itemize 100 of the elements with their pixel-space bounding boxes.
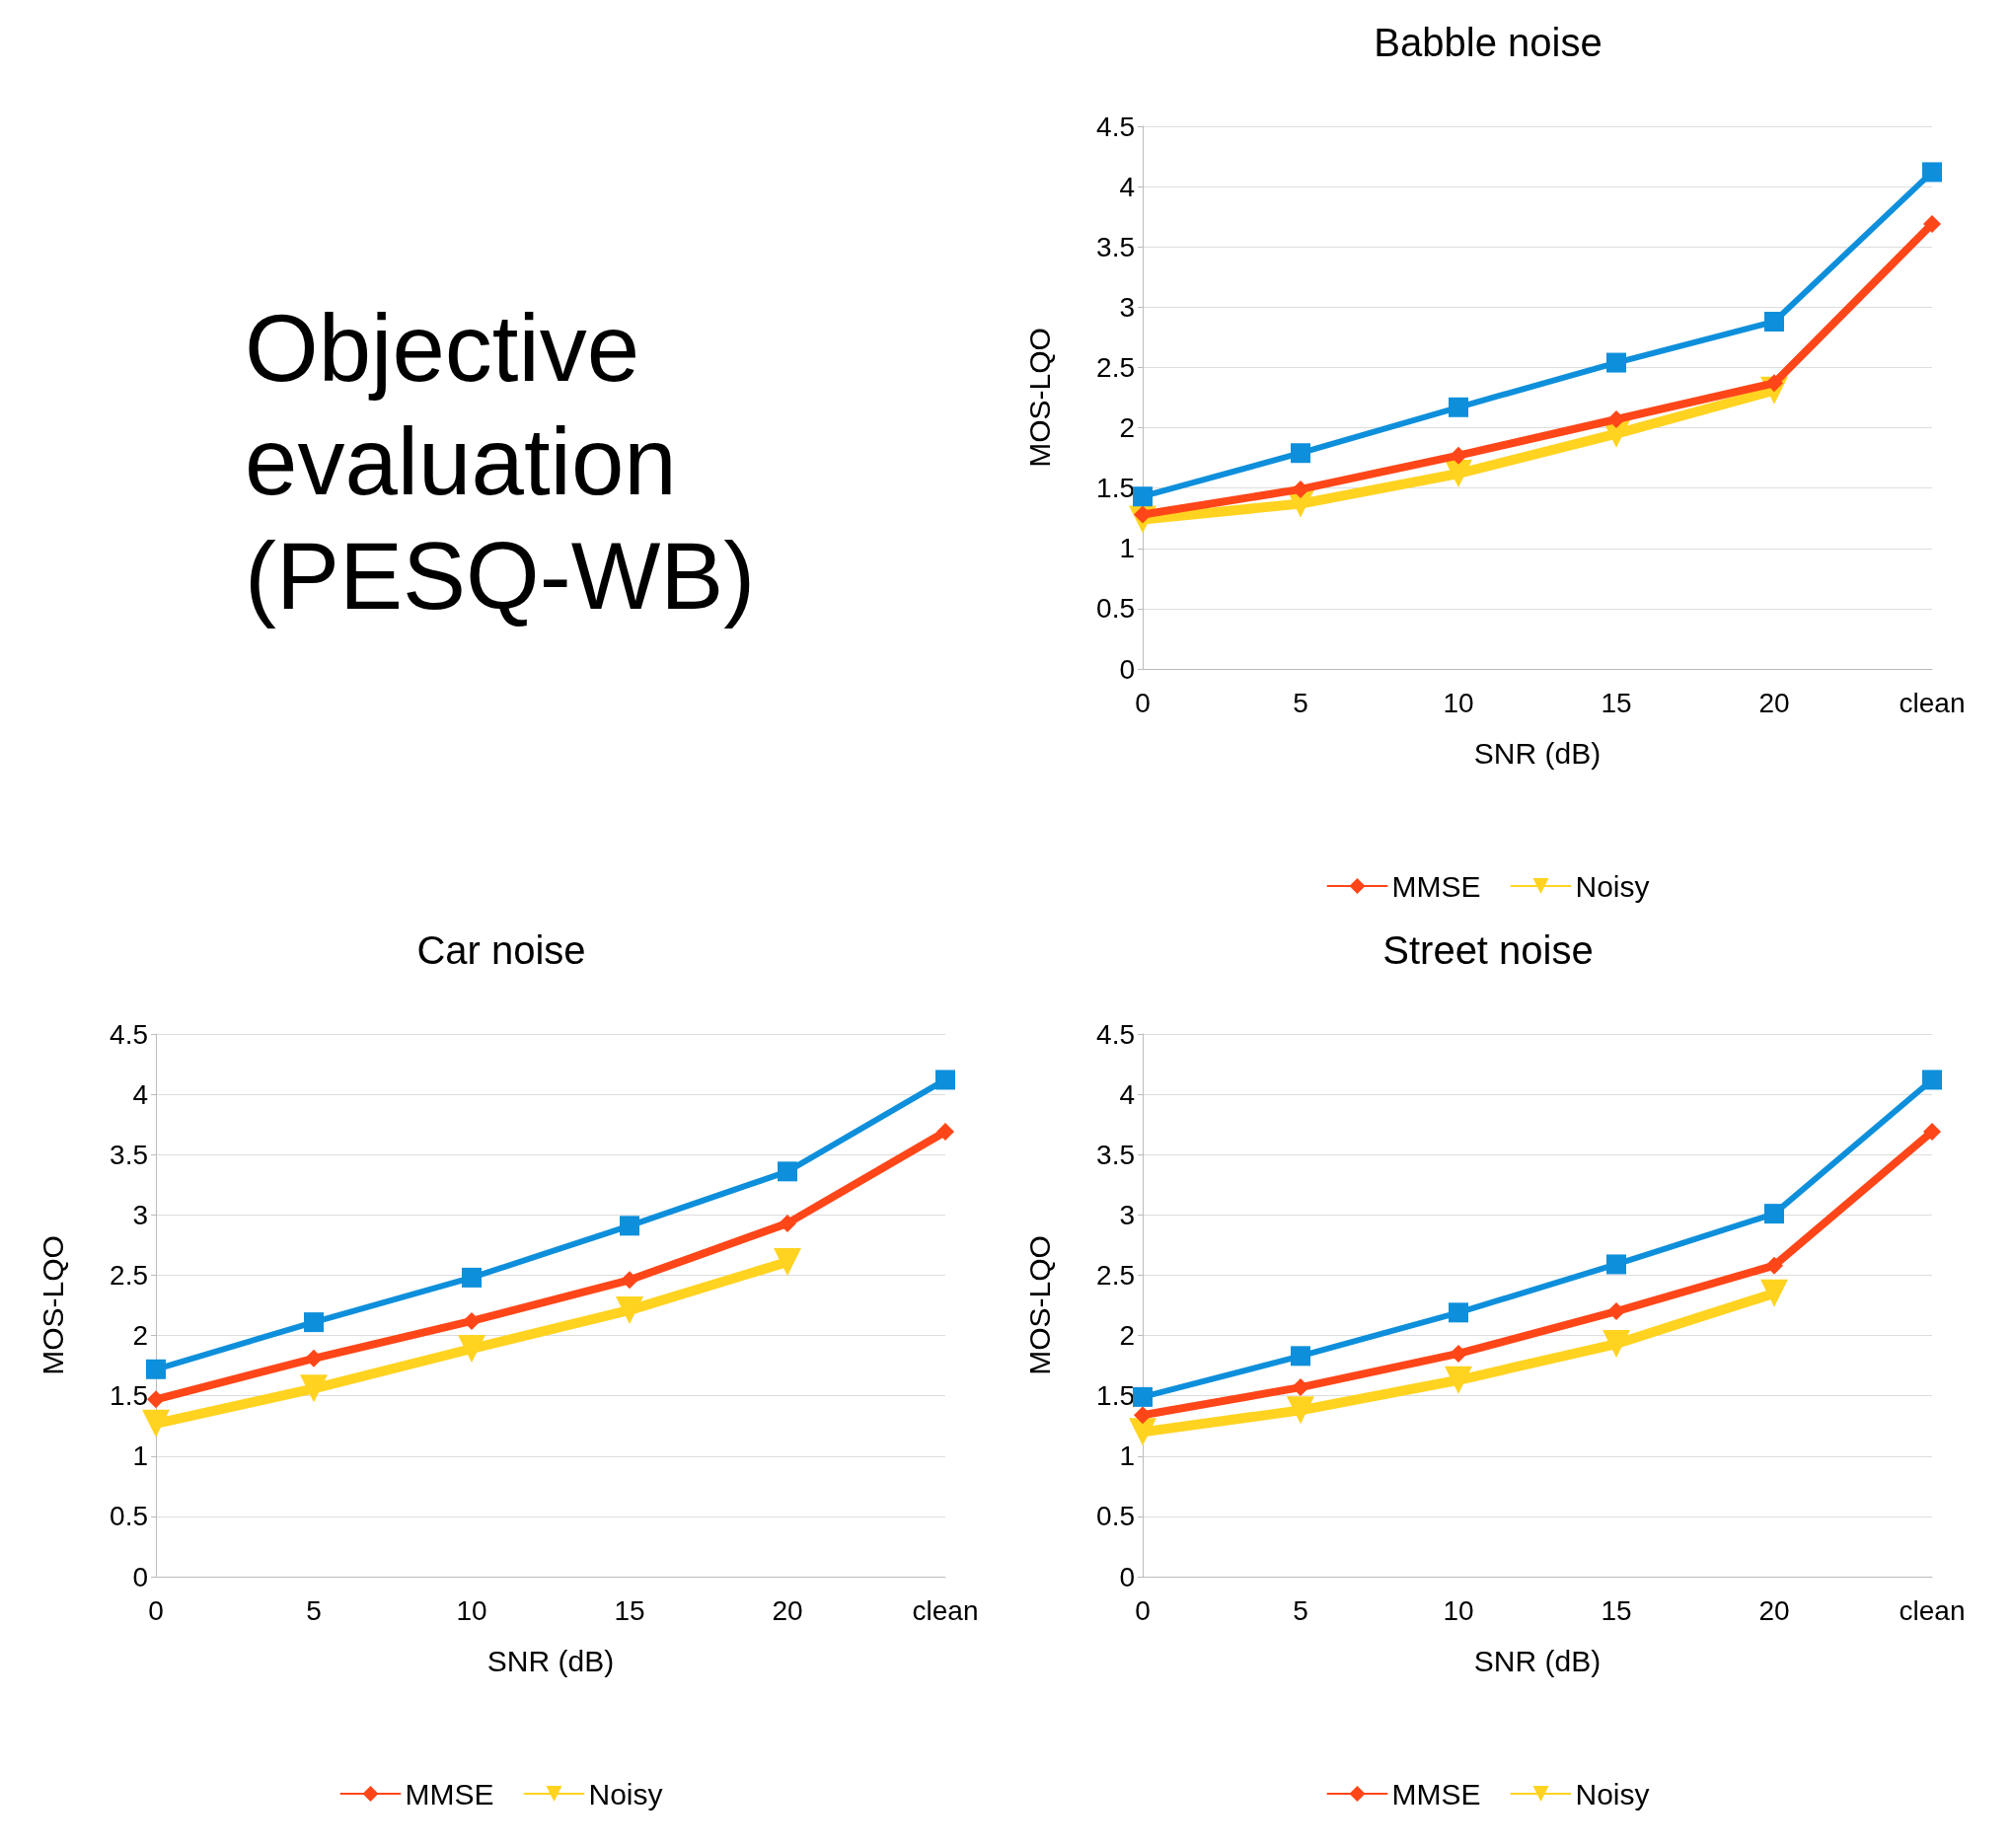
point: [1445, 460, 1472, 487]
point: [1291, 443, 1310, 464]
x-tick-label: 5: [306, 1594, 322, 1626]
point: [1133, 486, 1153, 507]
y-axis-title: MOS-LQO: [1022, 328, 1056, 468]
point: [1923, 215, 1941, 233]
point: [1607, 410, 1625, 428]
y-axis-title: MOS-LQO: [1022, 1235, 1056, 1375]
x-tick-label: 20: [772, 1594, 803, 1626]
y-tick-label: 1: [1119, 1441, 1135, 1472]
y-tick-label: 4.5: [110, 1018, 148, 1050]
point: [1292, 1378, 1309, 1397]
x-tick-label: 10: [1443, 687, 1474, 718]
legend-label: MMSE: [1391, 869, 1481, 903]
point: [147, 1390, 165, 1409]
point: [1606, 352, 1626, 373]
point: [1923, 1123, 1941, 1141]
point: [935, 1070, 955, 1090]
y-tick-label: 2.5: [110, 1259, 148, 1291]
point: [1764, 312, 1784, 332]
legend-label: Noisy: [588, 1777, 663, 1811]
point: [620, 1216, 639, 1236]
x-tick-label: 5: [1293, 1594, 1308, 1626]
point: [463, 1311, 481, 1330]
point: [936, 1123, 954, 1141]
point: [1445, 1366, 1472, 1394]
point: [1603, 1330, 1630, 1359]
y-tick-label: 3.5: [1096, 1139, 1135, 1170]
point: [1450, 1344, 1467, 1363]
chart-title: Babble noise: [1374, 21, 1603, 64]
point: [1607, 1302, 1625, 1321]
x-axis-title: SNR (dB): [486, 1644, 615, 1677]
x-tick-label: 10: [456, 1594, 487, 1626]
point: [462, 1267, 482, 1288]
y-tick-label: 3: [1119, 1199, 1135, 1230]
y-tick-label: 2.5: [1096, 351, 1135, 383]
y-tick-label: 0: [1119, 653, 1135, 685]
point: [774, 1248, 801, 1276]
y-tick-label: 0.5: [110, 1501, 148, 1532]
point: [1133, 1386, 1153, 1407]
point: [1449, 1302, 1468, 1323]
point: [305, 1349, 323, 1368]
x-tick-label: clean: [912, 1594, 979, 1626]
point: [458, 1335, 485, 1363]
point: [1922, 1070, 1942, 1090]
x-tick-label: 20: [1758, 1594, 1790, 1626]
y-tick-label: 4: [1119, 171, 1135, 202]
y-tick-label: 2.5: [1096, 1259, 1135, 1291]
y-tick-label: 1.5: [110, 1380, 148, 1412]
x-tick-label: clean: [1899, 687, 1966, 718]
point: [146, 1359, 166, 1379]
text: Objective evaluation (PESQ-WB): [245, 294, 757, 630]
y-tick-label: 0.5: [1096, 1501, 1135, 1532]
point: [1291, 1346, 1310, 1367]
y-tick-label: 4: [1119, 1078, 1135, 1110]
x-axis-title: SNR (dB): [1473, 1644, 1602, 1677]
y-tick-label: 3.5: [110, 1139, 148, 1170]
y-tick-label: 0: [132, 1561, 148, 1592]
y-axis-title: MOS-LQO: [36, 1235, 69, 1375]
legend-label: MMSE: [405, 1777, 494, 1811]
point: [621, 1271, 638, 1290]
y-tick-label: 0.5: [1096, 593, 1135, 625]
y-tick-label: 2: [1119, 412, 1135, 444]
y-tick-label: 1: [132, 1441, 148, 1472]
point: [1764, 1204, 1784, 1224]
y-tick-label: 1.5: [1096, 473, 1135, 504]
y-tick-label: 1: [1119, 533, 1135, 564]
y-tick-label: 2: [132, 1320, 148, 1352]
chart-title: Car noise: [416, 928, 586, 972]
legend-label: MMSE: [1391, 1777, 1481, 1811]
y-tick-label: 4: [132, 1078, 148, 1110]
point: [300, 1374, 328, 1403]
point: [1760, 1279, 1788, 1307]
y-tick-label: 3.5: [1096, 231, 1135, 262]
y-tick-label: 1.5: [1096, 1380, 1135, 1412]
y-tick-label: 4.5: [1096, 111, 1135, 142]
point: [1449, 397, 1468, 417]
legend-label: Noisy: [1575, 1777, 1650, 1811]
x-tick-label: 20: [1758, 687, 1790, 718]
x-tick-label: 5: [1293, 687, 1308, 718]
point: [142, 1409, 170, 1438]
y-tick-label: 3: [132, 1199, 148, 1230]
y-tick-label: 0: [1119, 1561, 1135, 1592]
y-tick-label: 2: [1119, 1320, 1135, 1352]
point: [1450, 446, 1467, 465]
point: [304, 1312, 324, 1333]
point: [616, 1295, 643, 1324]
x-tick-label: clean: [1899, 1594, 1966, 1626]
point: [778, 1161, 797, 1182]
y-tick-label: 4.5: [1096, 1018, 1135, 1050]
point: [779, 1214, 796, 1232]
legend-label: Noisy: [1575, 869, 1650, 903]
point: [1765, 1256, 1783, 1275]
point: [1287, 1396, 1314, 1425]
x-tick-label: 15: [614, 1594, 645, 1626]
x-tick-label: 15: [1601, 687, 1632, 718]
x-tick-label: 15: [1601, 1594, 1632, 1626]
y-tick-label: 3: [1119, 291, 1135, 323]
point: [1606, 1254, 1626, 1275]
chart-title: Street noise: [1382, 928, 1594, 972]
